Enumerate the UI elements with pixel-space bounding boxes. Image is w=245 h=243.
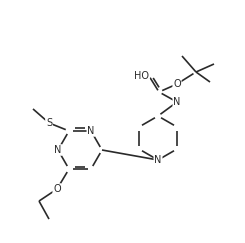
Text: O: O xyxy=(53,184,61,194)
Text: N: N xyxy=(87,126,95,136)
Text: N: N xyxy=(154,155,162,165)
Text: N: N xyxy=(173,97,181,107)
Text: N: N xyxy=(54,145,62,155)
Text: S: S xyxy=(46,118,52,128)
Text: HO: HO xyxy=(134,71,149,81)
Text: O: O xyxy=(173,79,181,89)
